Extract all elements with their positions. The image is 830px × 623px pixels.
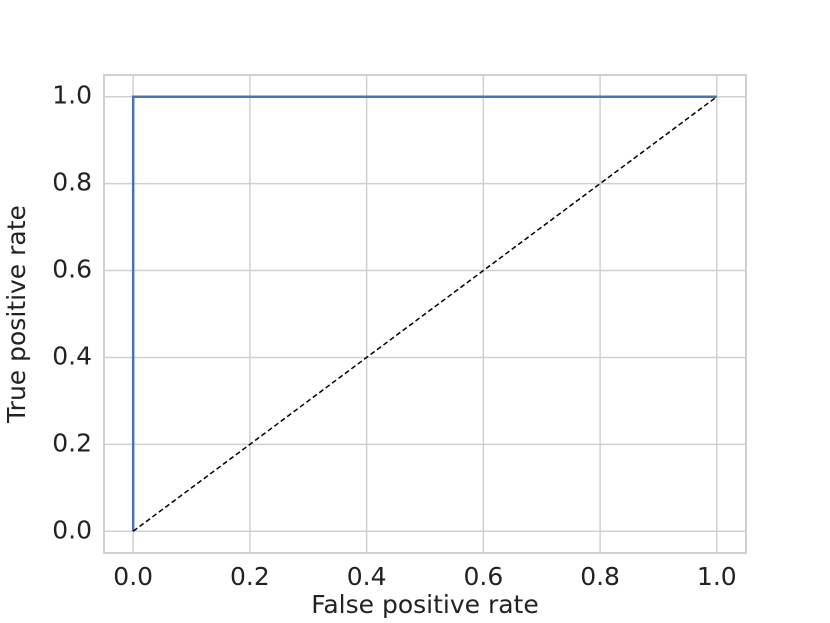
x-tick-label: 0.0 (113, 562, 153, 591)
plot-frame (103, 74, 747, 554)
series-line (132, 96, 718, 532)
series-line (131, 95, 717, 532)
y-tick-label: 0.6 (52, 255, 92, 284)
x-axis-label: False positive rate (311, 590, 539, 619)
y-axis-label: True positive rate (2, 205, 31, 424)
y-tick-label: 0.0 (52, 515, 92, 544)
x-tick-label: 0.2 (230, 562, 270, 591)
y-tick-label: 1.0 (52, 81, 92, 110)
x-tick-label: 0.6 (463, 562, 503, 591)
y-tick-label: 0.4 (52, 341, 92, 370)
x-tick-label: 0.4 (347, 562, 387, 591)
y-tick-label: 0.8 (52, 168, 92, 197)
x-tick-label: 1.0 (697, 562, 737, 591)
y-tick-label: 0.2 (52, 428, 92, 457)
x-tick-label: 0.8 (580, 562, 620, 591)
